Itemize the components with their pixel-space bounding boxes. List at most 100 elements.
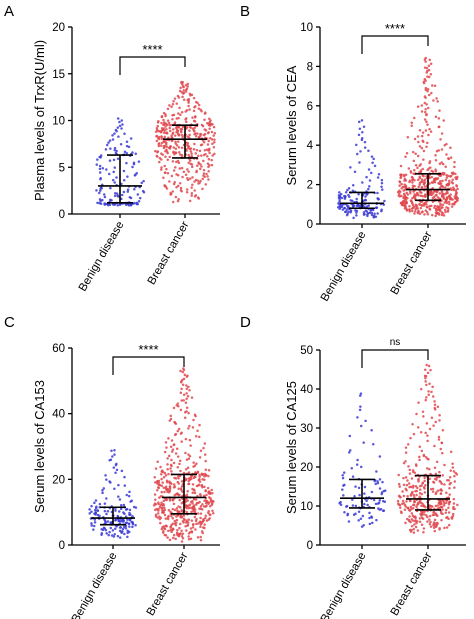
data-point xyxy=(378,499,382,502)
data-point xyxy=(449,469,452,472)
data-point xyxy=(210,130,214,134)
data-point xyxy=(162,118,165,122)
data-point xyxy=(203,453,207,456)
data-point xyxy=(414,519,417,522)
data-point xyxy=(384,489,387,492)
data-point xyxy=(188,388,191,392)
data-point xyxy=(438,109,441,112)
data-point xyxy=(191,526,195,529)
data-point xyxy=(157,119,160,123)
data-point xyxy=(416,166,419,170)
data-point xyxy=(211,502,214,505)
data-point xyxy=(404,460,407,463)
data-point xyxy=(409,192,412,195)
significance-bracket: **** xyxy=(112,342,185,375)
data-point xyxy=(435,97,438,100)
data-point xyxy=(441,428,445,432)
summary-bar xyxy=(406,474,450,511)
data-point xyxy=(406,136,410,139)
data-point xyxy=(132,505,136,509)
data-point xyxy=(426,515,429,519)
data-point xyxy=(209,119,212,122)
data-point xyxy=(194,178,198,182)
data-point xyxy=(196,470,200,474)
data-point xyxy=(192,109,196,113)
data-point xyxy=(105,143,109,147)
data-point xyxy=(372,214,376,218)
data-point xyxy=(420,504,423,508)
data-point xyxy=(186,490,189,493)
data-point xyxy=(195,462,198,465)
data-point xyxy=(157,483,161,487)
data-point xyxy=(153,475,156,479)
bracket-line xyxy=(361,35,429,54)
data-point xyxy=(118,498,122,501)
data-point xyxy=(206,122,209,125)
data-point xyxy=(198,493,202,496)
data-point xyxy=(160,141,164,145)
data-point xyxy=(372,157,375,161)
data-point xyxy=(179,153,182,156)
data-point xyxy=(179,522,182,526)
y-tick-label: 15 xyxy=(52,69,65,81)
data-point xyxy=(416,191,419,195)
data-point xyxy=(163,508,167,512)
data-point xyxy=(123,532,126,536)
data-point xyxy=(191,499,194,503)
data-point xyxy=(424,380,427,383)
data-point xyxy=(204,489,207,492)
data-point xyxy=(170,450,174,453)
data-point xyxy=(113,453,116,456)
data-point xyxy=(200,154,203,157)
data-point xyxy=(440,518,443,522)
data-point xyxy=(417,140,420,144)
data-point xyxy=(93,521,97,524)
data-point xyxy=(419,163,422,166)
y-axis-title: Plasma levels of TrxR(U/ml) xyxy=(32,40,47,201)
data-point xyxy=(194,105,197,108)
data-point xyxy=(420,449,424,453)
data-point xyxy=(188,438,192,442)
data-point xyxy=(368,516,371,520)
data-point xyxy=(198,149,202,153)
data-point xyxy=(438,419,441,422)
data-point xyxy=(172,100,175,103)
data-point xyxy=(437,117,441,120)
data-point xyxy=(434,512,438,515)
data-point xyxy=(127,522,131,525)
data-point xyxy=(95,163,98,166)
data-point xyxy=(180,111,184,114)
data-point xyxy=(117,510,121,513)
data-point xyxy=(402,173,406,177)
data-point xyxy=(173,476,176,480)
data-point xyxy=(93,508,97,512)
data-point xyxy=(368,522,372,526)
data-point xyxy=(428,477,432,480)
data-point xyxy=(190,530,194,533)
data-point xyxy=(425,120,428,124)
data-point xyxy=(186,141,190,145)
data-point xyxy=(116,534,120,538)
data-point xyxy=(196,164,199,168)
data-point xyxy=(381,188,384,191)
data-point xyxy=(440,184,444,188)
data-point xyxy=(178,106,181,110)
data-point xyxy=(103,195,107,199)
data-point xyxy=(412,172,415,175)
data-point xyxy=(380,208,383,212)
data-point xyxy=(199,512,203,515)
data-point xyxy=(154,498,157,501)
data-point xyxy=(423,374,427,378)
data-point xyxy=(210,158,213,162)
y-tick-label: 20 xyxy=(52,474,65,486)
data-point xyxy=(406,443,410,446)
data-point xyxy=(199,449,203,452)
data-point xyxy=(126,529,129,532)
data-point xyxy=(454,471,457,475)
data-point xyxy=(184,437,188,441)
data-point xyxy=(447,194,451,198)
data-point xyxy=(184,477,188,481)
data-point xyxy=(168,538,172,542)
data-point xyxy=(369,171,373,175)
data-point xyxy=(140,181,143,185)
